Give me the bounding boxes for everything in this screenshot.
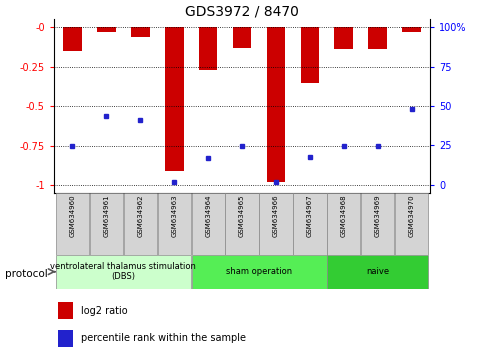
Text: GSM634962: GSM634962 (137, 195, 143, 237)
Bar (97, 27, 116, 32)
Text: protocol: protocol (5, 269, 47, 279)
Text: GSM634966: GSM634966 (272, 195, 279, 238)
Title: GDS3972 / 8470: GDS3972 / 8470 (185, 4, 298, 18)
Bar (157, 193, 190, 255)
Bar (367, 27, 386, 50)
Bar (225, 193, 258, 255)
Bar (123, 193, 157, 255)
Bar (232, 27, 251, 48)
Bar (326, 255, 427, 289)
Bar (56, 193, 89, 255)
Bar (394, 193, 427, 255)
Text: ventrolateral thalamus stimulation
(DBS): ventrolateral thalamus stimulation (DBS) (50, 262, 196, 281)
Bar (191, 193, 224, 255)
Text: GSM634965: GSM634965 (239, 195, 244, 237)
Bar (326, 193, 360, 255)
Text: log2 ratio: log2 ratio (81, 306, 128, 316)
Text: GSM634960: GSM634960 (69, 195, 75, 238)
Bar (334, 27, 352, 50)
Text: GSM634969: GSM634969 (374, 195, 380, 238)
Bar (58, 302, 73, 319)
Bar (58, 330, 73, 347)
Text: GSM634963: GSM634963 (171, 195, 177, 238)
Bar (90, 193, 123, 255)
Bar (199, 27, 217, 70)
Bar (164, 27, 183, 171)
Text: GSM634970: GSM634970 (408, 195, 414, 238)
Text: GSM634968: GSM634968 (340, 195, 346, 238)
Bar (131, 27, 149, 37)
Text: naive: naive (366, 267, 388, 276)
Bar (293, 193, 326, 255)
Text: GSM634961: GSM634961 (103, 195, 109, 238)
Bar (56, 255, 190, 289)
Bar (191, 255, 326, 289)
Text: GSM634964: GSM634964 (204, 195, 211, 237)
Bar (266, 27, 285, 182)
Bar (360, 193, 393, 255)
Text: sham operation: sham operation (225, 267, 291, 276)
Bar (300, 27, 319, 82)
Bar (402, 27, 420, 32)
Text: GSM634967: GSM634967 (306, 195, 312, 238)
Text: percentile rank within the sample: percentile rank within the sample (81, 333, 246, 343)
Bar (259, 193, 292, 255)
Bar (63, 27, 81, 51)
